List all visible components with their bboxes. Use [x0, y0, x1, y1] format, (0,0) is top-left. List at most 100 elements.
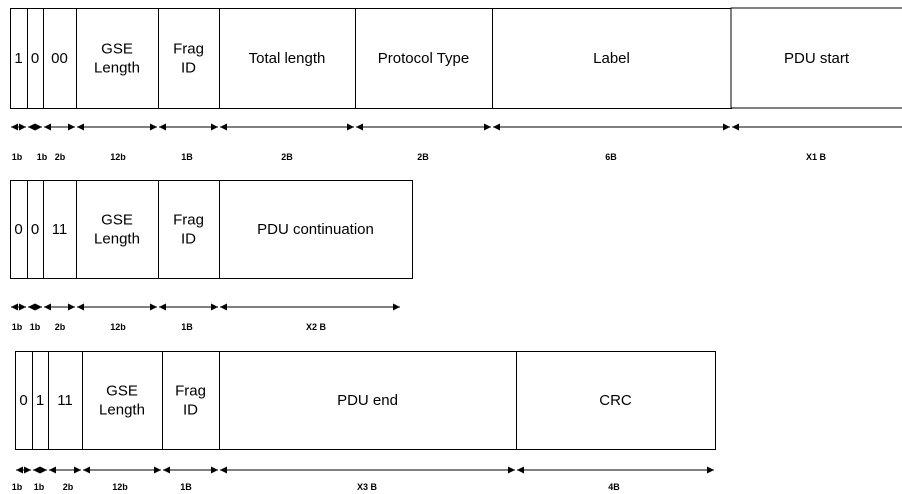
size-arrow — [11, 123, 26, 131]
field-box — [43, 180, 77, 279]
field-label: Total length — [249, 50, 326, 67]
size-arrow — [356, 123, 491, 131]
field-label: Frag — [173, 212, 204, 229]
size-label: 2b — [63, 482, 74, 492]
field-11-2: 11 2b — [43, 180, 77, 332]
field-label: Length — [94, 60, 140, 77]
size-arrow — [493, 123, 730, 131]
size-arrow — [83, 466, 161, 474]
field-box — [730, 7, 902, 109]
field-box — [219, 8, 356, 109]
field-label: 1 — [36, 392, 44, 409]
field-label: CRC — [599, 392, 632, 409]
field-label: 0 — [19, 392, 27, 409]
size-arrow — [49, 466, 81, 474]
size-arrow — [159, 303, 218, 311]
size-label: 6B — [605, 152, 617, 162]
field-box — [76, 180, 159, 279]
field-box — [219, 180, 413, 279]
size-arrow — [28, 123, 42, 131]
size-label: 2b — [55, 152, 66, 162]
size-arrow — [77, 123, 157, 131]
field-label: 1 — [14, 50, 22, 67]
size-label: 2B — [417, 152, 429, 162]
size-label: 2B — [281, 152, 293, 162]
field-label: ID — [181, 60, 196, 77]
size-label: 1b — [12, 482, 23, 492]
field-label: Length — [94, 231, 140, 248]
field-crc: CRC 4B — [516, 351, 716, 492]
size-arrow — [77, 303, 157, 311]
size-arrow — [28, 303, 42, 311]
size-label: 2b — [55, 322, 66, 332]
size-arrow — [220, 466, 515, 474]
field-frag-id: Frag ID 1B — [162, 351, 220, 492]
field-label: GSE — [101, 212, 133, 229]
field-pdu-end: PDU end X3 B — [219, 351, 517, 492]
field-0-0: 0 1b — [10, 180, 28, 332]
size-label: X1 B — [806, 152, 827, 162]
field-frag-id: Frag ID 1B — [158, 8, 220, 162]
field-box — [355, 8, 493, 109]
size-arrow — [44, 303, 75, 311]
field-11-2: 11 2b — [48, 351, 83, 492]
field-00-2: 00 2b — [43, 8, 77, 162]
size-label: X2 B — [306, 322, 327, 332]
size-label: 1B — [181, 152, 193, 162]
field-gse-length: GSE Length 12b — [76, 8, 159, 162]
field-label: ID — [183, 402, 198, 419]
field-label: PDU start — [784, 50, 850, 67]
size-arrow — [220, 123, 354, 131]
field-label: 11 — [57, 392, 73, 409]
field-label: Length — [99, 402, 145, 419]
size-label: 1B — [180, 482, 192, 492]
size-arrow — [11, 303, 26, 311]
size-label: 1b — [37, 152, 48, 162]
field-label: GSE — [106, 383, 138, 400]
field-pdu-start: PDU start X1 B — [730, 7, 902, 162]
field-box — [76, 8, 159, 109]
field-label: 00 — [51, 50, 68, 67]
size-label: 1b — [12, 322, 23, 332]
field-protocol-type: Protocol Type 2B — [355, 8, 493, 162]
field-1-1: 1 1b — [32, 351, 49, 492]
field-label: 11 — [52, 221, 68, 238]
size-arrow — [732, 123, 902, 131]
field-label: PDU continuation — [257, 221, 374, 238]
size-label: 12b — [110, 152, 126, 162]
size-label: 4B — [608, 482, 620, 492]
size-arrow — [44, 123, 75, 131]
field-label: 0 — [31, 50, 39, 67]
field-box — [219, 351, 517, 450]
size-arrow — [517, 466, 714, 474]
field-box — [158, 8, 220, 109]
field-total-length: Total length 2B — [219, 8, 356, 162]
field-label: ID — [181, 231, 196, 248]
field-label: Frag — [173, 41, 204, 58]
size-label: 1b — [30, 322, 41, 332]
field-label: 0 — [31, 221, 39, 238]
field-frag-id: Frag ID 1B — [158, 180, 220, 332]
field-box — [82, 351, 163, 450]
field-gse-length: GSE Length 12b — [82, 351, 163, 492]
size-label: 12b — [110, 322, 126, 332]
field-label: Label 6B — [492, 8, 732, 162]
size-label: 1b — [12, 152, 23, 162]
size-arrow — [163, 466, 218, 474]
field-label: 0 — [14, 221, 22, 238]
field-label: GSE — [101, 41, 133, 58]
field-0-0: 0 1b — [12, 351, 33, 492]
packet-start: 1 1b 0 1b 00 2b GSE Length 12b Frag ID 1B Total leng… — [10, 7, 902, 162]
field-box — [48, 351, 83, 450]
size-arrow — [220, 303, 400, 311]
field-label: PDU end — [337, 392, 398, 409]
size-label: X3 B — [357, 482, 378, 492]
size-arrow — [16, 466, 31, 474]
field-label: Frag — [175, 383, 206, 400]
field-box — [43, 8, 77, 109]
field-1-0: 1 1b — [10, 8, 28, 162]
field-label: Label — [593, 50, 630, 67]
field-box — [162, 351, 220, 450]
field-label: Protocol Type — [378, 50, 469, 67]
